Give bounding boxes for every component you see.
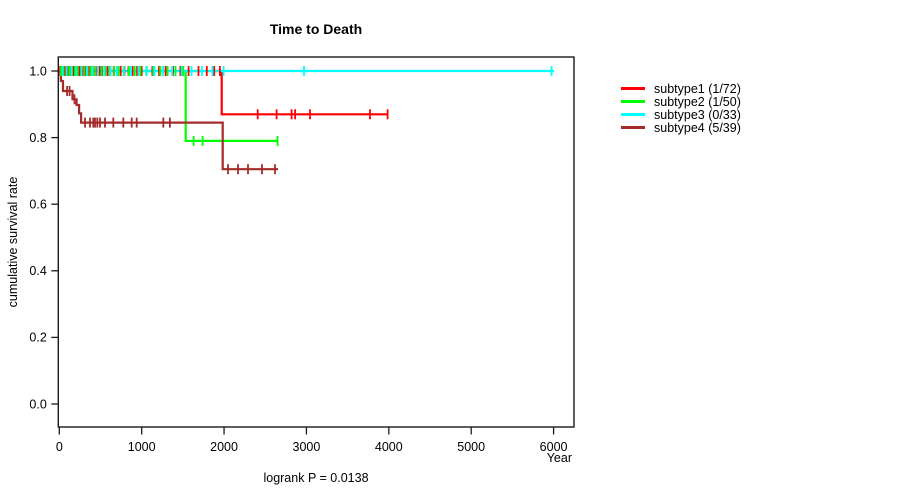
y-tick-label: 0.6 xyxy=(29,198,46,212)
logrank-pvalue-annotation: logrank P = 0.0138 xyxy=(263,471,369,485)
legend-entry-subtype2: subtype2 (1/50) xyxy=(621,94,741,109)
legend-label: subtype1 (1/72) xyxy=(654,81,741,96)
x-tick-label: 4000 xyxy=(375,440,403,454)
legend-entry-subtype1: subtype1 (1/72) xyxy=(621,81,741,96)
x-tick-label: 5000 xyxy=(457,440,485,454)
x-tick-label: 2000 xyxy=(210,440,238,454)
censor-ticks-subtype4 xyxy=(66,86,276,175)
x-axis-label: Year xyxy=(546,451,572,465)
x-tick-label: 0 xyxy=(56,440,63,454)
legend-entry-subtype4: subtype4 (5/39) xyxy=(621,120,741,135)
chart-title: Time to Death xyxy=(269,21,363,37)
series-line-subtype2 xyxy=(59,69,279,142)
legend-entry-subtype3: subtype3 (0/33) xyxy=(621,107,741,122)
legend-label: subtype2 (1/50) xyxy=(654,94,741,109)
series-line-subtype1 xyxy=(59,69,389,116)
legend: subtype1 (1/72) subtype2 (1/50) subtype3… xyxy=(621,81,741,135)
legend-label: subtype4 (5/39) xyxy=(654,120,741,135)
x-tick-label: 3000 xyxy=(293,440,321,454)
censor-ticks-subtype3 xyxy=(61,66,553,76)
legend-label: subtype3 (0/33) xyxy=(654,107,741,122)
y-tick-label: 1.0 xyxy=(29,64,46,78)
y-tick-label: 0.0 xyxy=(29,397,46,411)
legend-line-swatch-subtype2 xyxy=(621,100,645,103)
plot-box xyxy=(57,56,575,428)
y-tick-label: 0.8 xyxy=(29,131,46,145)
censor-ticks-subtype2 xyxy=(60,66,279,146)
x-tick-label: 1000 xyxy=(128,440,156,454)
legend-line-swatch-subtype3 xyxy=(621,113,645,116)
y-tick-label: 0.4 xyxy=(29,264,46,278)
y-tick-label: 0.2 xyxy=(29,331,46,345)
x-tick-label: 6000 xyxy=(540,440,568,454)
legend-line-swatch-subtype1 xyxy=(621,87,645,90)
series-line-subtype4 xyxy=(59,69,278,171)
legend-line-swatch-subtype4 xyxy=(621,126,645,129)
y-axis-label: cumulative survival rate xyxy=(6,176,20,308)
